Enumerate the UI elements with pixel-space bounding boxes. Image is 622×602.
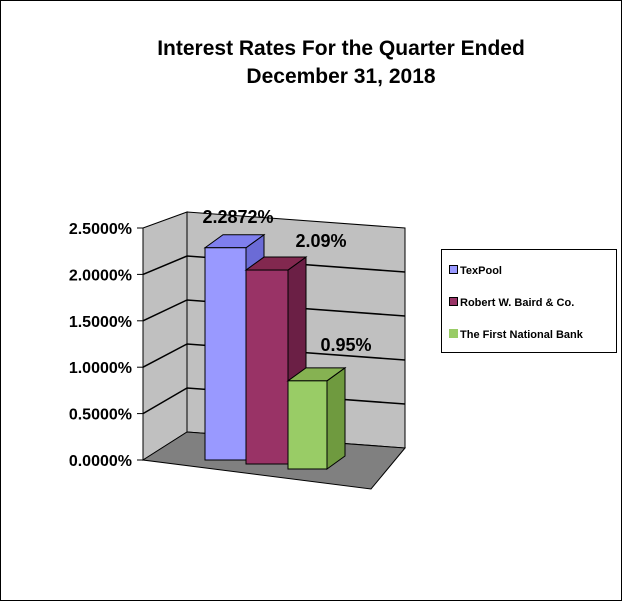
data-label: 2.09% — [295, 231, 346, 251]
gridline — [142, 255, 406, 276]
legend-label-first-national: The First National Bank — [460, 329, 583, 341]
bar — [245, 269, 289, 465]
legend-item-texpool: TexPool — [449, 265, 502, 277]
side-wall — [142, 211, 188, 461]
chart-title-line-2: December 31, 2018 — [246, 65, 436, 88]
gridline — [142, 299, 406, 322]
chart-title-line-1: Interest Rates For the Quarter Ended — [157, 37, 525, 60]
legend-swatch-texpool — [449, 265, 458, 274]
data-label: 0.95% — [320, 335, 371, 355]
bar — [204, 247, 247, 461]
bar-side — [326, 366, 346, 470]
bars — [203, 233, 347, 470]
y-tick-label: 0.5000% — [69, 407, 132, 424]
legend-item-first-national: The First National Bank — [449, 329, 583, 341]
bar — [287, 380, 328, 470]
legend: TexPool Robert W. Baird & Co. The First … — [441, 249, 617, 353]
legend-swatch-first-national — [449, 329, 458, 338]
y-tick-label: 2.0000% — [69, 267, 132, 284]
y-tick-label: 1.0000% — [69, 360, 132, 377]
y-axis-ticks: 0.0000% 0.5000% 1.0000% 1.5000% 2.0000% 2.500… — [69, 221, 132, 470]
legend-item-baird: Robert W. Baird & Co. — [449, 297, 574, 309]
legend-swatch-baird — [449, 297, 458, 306]
data-label: 2.2872% — [202, 207, 273, 227]
chart-title: Interest Rates For the Quarter Ended Dec… — [91, 35, 591, 91]
y-tick-label: 2.5000% — [69, 221, 132, 238]
data-labels: 2.2872% 2.09% 0.95% — [202, 207, 371, 355]
y-tick-label: 1.5000% — [69, 314, 132, 331]
y-tick-label: 0.0000% — [69, 453, 132, 470]
legend-label-texpool: TexPool — [460, 265, 502, 277]
legend-label-baird: Robert W. Baird & Co. — [460, 297, 575, 309]
gridline — [142, 343, 406, 368]
